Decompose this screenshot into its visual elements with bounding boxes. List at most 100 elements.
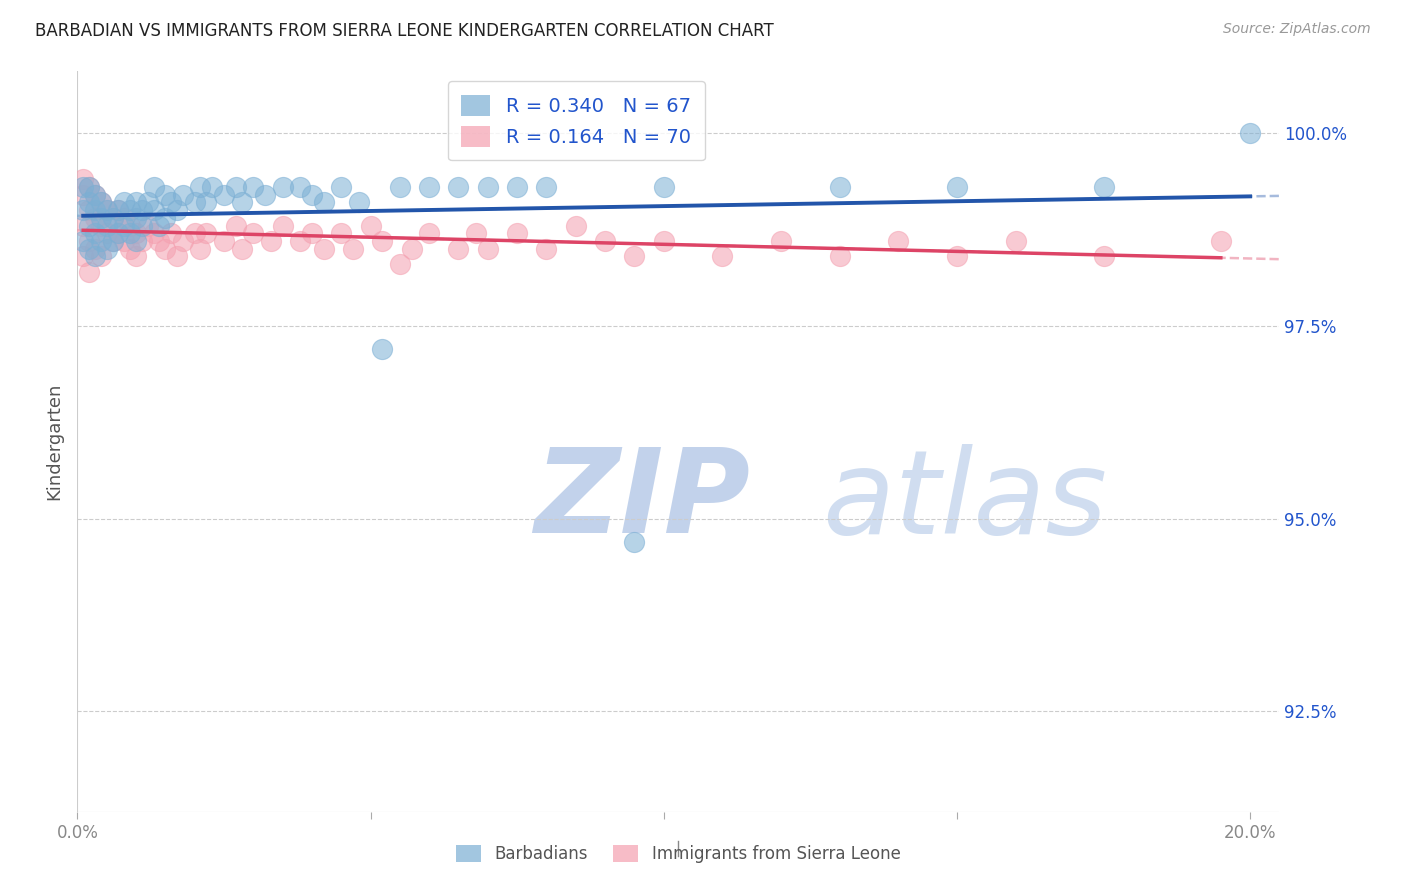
Point bbox=[260, 234, 283, 248]
Point bbox=[72, 234, 94, 248]
Point bbox=[72, 172, 94, 186]
Point bbox=[125, 211, 148, 225]
Point bbox=[125, 195, 148, 210]
Point bbox=[271, 180, 294, 194]
Point bbox=[946, 250, 969, 264]
Point bbox=[347, 195, 370, 210]
Point bbox=[77, 180, 100, 194]
Point bbox=[84, 203, 107, 218]
Point bbox=[142, 203, 165, 218]
Point bbox=[142, 227, 165, 241]
Point bbox=[652, 234, 675, 248]
Point bbox=[172, 187, 194, 202]
Point bbox=[312, 242, 335, 256]
Point bbox=[131, 219, 153, 233]
Point bbox=[125, 250, 148, 264]
Point bbox=[342, 242, 364, 256]
Point bbox=[183, 195, 205, 210]
Point bbox=[72, 180, 94, 194]
Point bbox=[84, 211, 107, 225]
Point bbox=[401, 242, 423, 256]
Point bbox=[148, 219, 170, 233]
Point bbox=[506, 180, 529, 194]
Point bbox=[84, 187, 107, 202]
Point bbox=[1239, 126, 1261, 140]
Point bbox=[101, 234, 124, 248]
Point bbox=[72, 250, 94, 264]
Point bbox=[96, 203, 118, 218]
Point bbox=[136, 195, 159, 210]
Point bbox=[301, 187, 323, 202]
Point bbox=[253, 187, 276, 202]
Text: ZIP: ZIP bbox=[534, 443, 751, 558]
Point bbox=[565, 219, 588, 233]
Point bbox=[360, 219, 382, 233]
Point bbox=[312, 195, 335, 210]
Point bbox=[107, 227, 129, 241]
Point bbox=[112, 211, 135, 225]
Point bbox=[418, 180, 440, 194]
Point bbox=[711, 250, 734, 264]
Point bbox=[96, 242, 118, 256]
Point bbox=[90, 219, 112, 233]
Point bbox=[946, 180, 969, 194]
Point bbox=[107, 203, 129, 218]
Point bbox=[72, 219, 94, 233]
Point bbox=[72, 203, 94, 218]
Point bbox=[288, 180, 311, 194]
Point bbox=[371, 342, 394, 356]
Point bbox=[120, 203, 142, 218]
Point bbox=[447, 180, 470, 194]
Point bbox=[77, 180, 100, 194]
Point bbox=[77, 242, 100, 256]
Point bbox=[84, 187, 107, 202]
Point bbox=[166, 203, 188, 218]
Point bbox=[125, 234, 148, 248]
Point bbox=[465, 227, 488, 241]
Point bbox=[623, 250, 645, 264]
Point bbox=[212, 187, 235, 202]
Point bbox=[136, 219, 159, 233]
Point bbox=[77, 234, 100, 248]
Point bbox=[242, 227, 264, 241]
Point bbox=[112, 219, 135, 233]
Point bbox=[887, 234, 910, 248]
Point bbox=[1209, 234, 1232, 248]
Point bbox=[1092, 250, 1115, 264]
Legend: Barbadians, Immigrants from Sierra Leone: Barbadians, Immigrants from Sierra Leone bbox=[450, 838, 907, 870]
Point bbox=[155, 242, 177, 256]
Point bbox=[77, 219, 100, 233]
Point bbox=[148, 234, 170, 248]
Point bbox=[101, 211, 124, 225]
Point bbox=[120, 219, 142, 233]
Text: Source: ZipAtlas.com: Source: ZipAtlas.com bbox=[1223, 22, 1371, 37]
Point bbox=[90, 211, 112, 225]
Text: atlas: atlas bbox=[823, 443, 1108, 558]
Point bbox=[388, 180, 411, 194]
Point bbox=[212, 234, 235, 248]
Point bbox=[131, 234, 153, 248]
Point bbox=[536, 242, 558, 256]
Point bbox=[195, 195, 218, 210]
Point bbox=[96, 203, 118, 218]
Point bbox=[90, 250, 112, 264]
Point bbox=[84, 227, 107, 241]
Point bbox=[652, 180, 675, 194]
Point bbox=[72, 187, 94, 202]
Point bbox=[142, 180, 165, 194]
Point bbox=[112, 195, 135, 210]
Point bbox=[96, 219, 118, 233]
Point bbox=[301, 227, 323, 241]
Point bbox=[1004, 234, 1026, 248]
Point bbox=[1092, 180, 1115, 194]
Point bbox=[201, 180, 224, 194]
Point bbox=[77, 203, 100, 218]
Point bbox=[231, 242, 253, 256]
Point bbox=[769, 234, 792, 248]
Point bbox=[160, 227, 183, 241]
Point bbox=[536, 180, 558, 194]
Point bbox=[371, 234, 394, 248]
Point bbox=[225, 180, 247, 194]
Point bbox=[77, 265, 100, 279]
Point bbox=[447, 242, 470, 256]
